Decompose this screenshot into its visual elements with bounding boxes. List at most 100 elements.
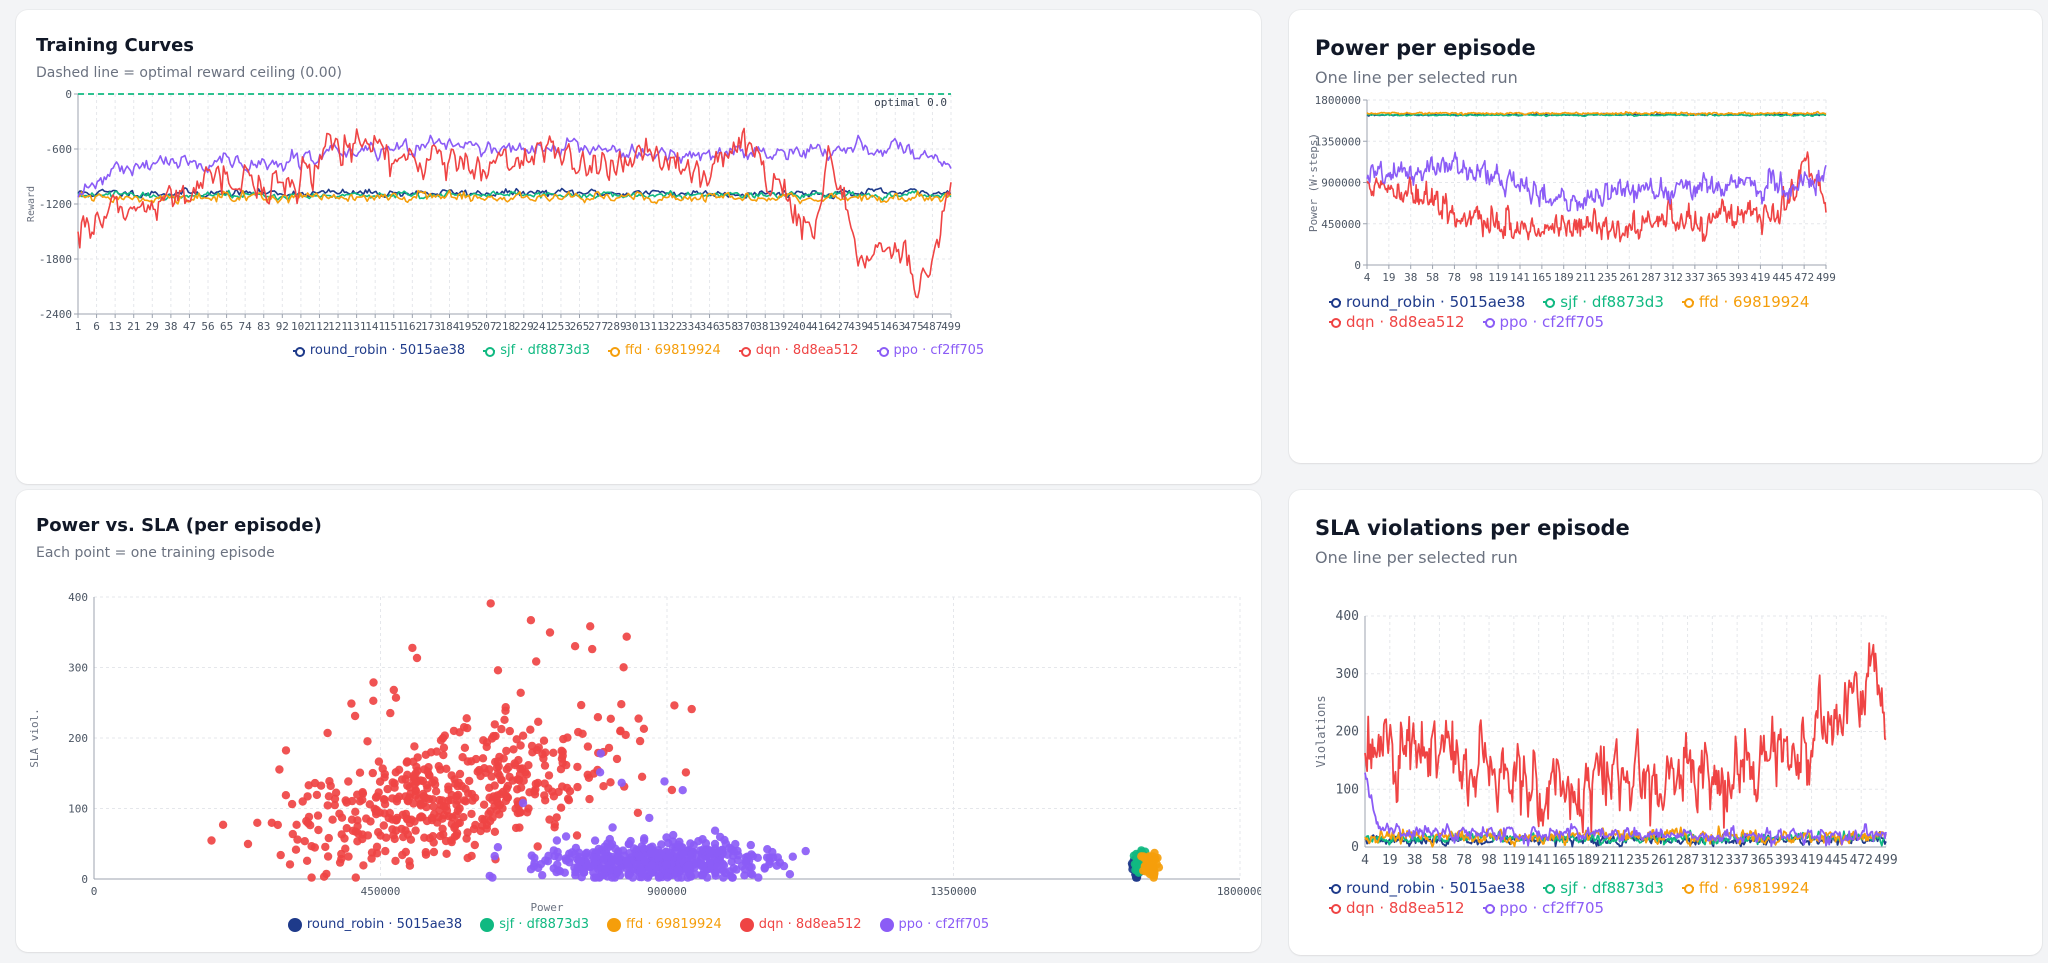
- legend-label-ppo: ppo · cf2ff705: [893, 343, 985, 358]
- legend-label-sjf: sjf · df8873d3: [1560, 293, 1664, 311]
- scatter-point-ppo: [599, 850, 608, 859]
- legend-item-dqn[interactable]: dqn · 8d8ea512: [739, 917, 862, 932]
- scatter-point-dqn: [469, 824, 479, 834]
- scatter-point-dqn: [386, 708, 395, 718]
- scatter-point-ppo: [728, 873, 737, 882]
- legend-item-dqn[interactable]: dqn · 8d8ea512: [1329, 313, 1465, 331]
- scatter-point-dqn: [562, 783, 572, 793]
- x-tick-label: 427: [830, 320, 850, 333]
- scatter-point-dqn: [502, 765, 511, 774]
- legend-item-dqn[interactable]: dqn · 8d8ea512: [1329, 899, 1465, 917]
- legend-marker-round_robin: [1329, 298, 1341, 308]
- legend-item-ffd[interactable]: ffd · 69819924: [1681, 879, 1809, 897]
- x-tick-label: 173: [421, 320, 441, 333]
- x-tick-label: 472: [1849, 853, 1872, 868]
- legend-item-dqn[interactable]: dqn · 8d8ea512: [738, 343, 859, 358]
- x-tick-label: 312: [1701, 853, 1724, 868]
- legend-item-sjf[interactable]: sjf · df8873d3: [1543, 879, 1664, 897]
- legend-item-round_robin[interactable]: round_robin · 5015ae38: [287, 917, 462, 932]
- x-tick-label: 121: [328, 320, 348, 333]
- x-tick-label: 19: [1382, 271, 1395, 284]
- scatter-point-dqn: [369, 678, 378, 687]
- legend-item-ffd[interactable]: ffd · 69819924: [1681, 293, 1809, 311]
- scatter-point-ppo: [538, 871, 547, 880]
- legend-item-sjf[interactable]: sjf · df8873d3: [483, 343, 590, 358]
- y-tick-label: -1800: [39, 253, 72, 266]
- scatter-point-ffd: [1139, 852, 1148, 861]
- scatter-point-ppo: [707, 846, 716, 856]
- scatter-point-ppo: [579, 868, 589, 877]
- sla-violations-legend: round_robin · 5015ae38 sjf · df8873d3 ffd …: [1329, 879, 1829, 917]
- legend-item-ppo[interactable]: ppo · cf2ff705: [1482, 899, 1604, 917]
- scatter-point-dqn: [417, 812, 426, 821]
- scatter-point-dqn: [492, 763, 502, 772]
- x-tick-label: 499: [1816, 271, 1836, 284]
- scatter-point-dqn: [394, 765, 404, 774]
- scatter-point-dqn: [405, 861, 415, 870]
- scatter-point-ppo: [678, 786, 687, 795]
- x-tick-label: 21: [127, 320, 140, 333]
- scatter-point-dqn: [490, 827, 500, 836]
- legend-item-ffd[interactable]: ffd · 69819924: [607, 917, 722, 932]
- scatter-point-dqn: [366, 817, 375, 826]
- scatter-point-ppo: [679, 849, 688, 859]
- scatter-point-ppo: [567, 848, 577, 857]
- legend-marker-ffd: [608, 346, 621, 357]
- x-tick-label: 487: [922, 320, 942, 333]
- y-tick-label: 100: [1336, 782, 1359, 797]
- legend-item-ppo[interactable]: ppo · cf2ff705: [876, 343, 985, 358]
- scatter-point-dqn: [432, 747, 441, 756]
- scatter-point-dqn: [534, 743, 543, 752]
- scatter-point-ppo: [608, 873, 617, 882]
- scatter-point-dqn: [403, 814, 412, 824]
- x-tick-label: 404: [792, 320, 812, 333]
- scatter-point-ppo: [673, 873, 683, 882]
- legend-item-round_robin[interactable]: round_robin · 5015ae38: [292, 343, 465, 358]
- x-tick-label: 47: [183, 320, 196, 333]
- y-axis-label: Violations: [1314, 695, 1328, 767]
- legend-item-ppo[interactable]: ppo · cf2ff705: [879, 917, 989, 932]
- sla-violations-title: SLA violations per episode: [1315, 516, 1630, 540]
- y-tick-label: 400: [68, 591, 88, 604]
- x-tick-label: 370: [737, 320, 757, 333]
- scatter-point-ppo: [608, 823, 617, 832]
- legend-item-round_robin[interactable]: round_robin · 5015ae38: [1329, 293, 1525, 311]
- legend-label-dqn: dqn · 8d8ea512: [1346, 899, 1465, 917]
- x-tick-label: 141: [1527, 853, 1550, 868]
- legend-marker-ppo: [879, 917, 894, 932]
- scatter-point-dqn: [459, 813, 468, 822]
- scatter-point-dqn: [463, 723, 472, 733]
- x-tick-label: 78: [1448, 271, 1461, 284]
- scatter-point-dqn: [383, 784, 392, 794]
- scatter-point-dqn: [503, 781, 513, 791]
- legend-item-ffd[interactable]: ffd · 69819924: [608, 343, 721, 358]
- scatter-point-ppo: [698, 845, 708, 854]
- scatter-point-dqn: [428, 778, 437, 787]
- legend-item-round_robin[interactable]: round_robin · 5015ae38: [1329, 879, 1525, 897]
- x-tick-label: 289: [607, 320, 627, 333]
- scatter-point-ppo: [529, 862, 539, 871]
- scatter-point-dqn: [552, 813, 561, 822]
- legend-marker-dqn: [738, 346, 751, 357]
- scatter-point-ppo: [693, 850, 702, 859]
- scatter-point-dqn: [533, 842, 542, 851]
- scatter-point-dqn: [402, 758, 411, 767]
- scatter-point-ppo: [660, 777, 669, 786]
- legend-item-sjf[interactable]: sjf · df8873d3: [480, 917, 589, 932]
- scatter-point-dqn: [372, 810, 381, 819]
- scatter-point-dqn: [559, 734, 568, 744]
- series-line-dqn: [1364, 642, 1887, 834]
- scatter-point-dqn: [534, 717, 543, 726]
- scatter-point-dqn: [519, 776, 528, 785]
- scatter-point-ppo: [636, 865, 646, 875]
- scatter-point-dqn: [403, 830, 413, 839]
- scatter-point-ppo: [647, 861, 656, 870]
- scatter-point-dqn: [275, 765, 284, 774]
- scatter-point-ppo: [740, 871, 749, 880]
- legend-label-round_robin: round_robin · 5015ae38: [1346, 293, 1526, 311]
- legend-item-ppo[interactable]: ppo · cf2ff705: [1482, 313, 1604, 331]
- legend-item-sjf[interactable]: sjf · df8873d3: [1543, 293, 1664, 311]
- scatter-point-dqn: [439, 743, 449, 752]
- x-tick-label: 393: [1775, 853, 1798, 868]
- scatter-point-dqn: [422, 802, 431, 812]
